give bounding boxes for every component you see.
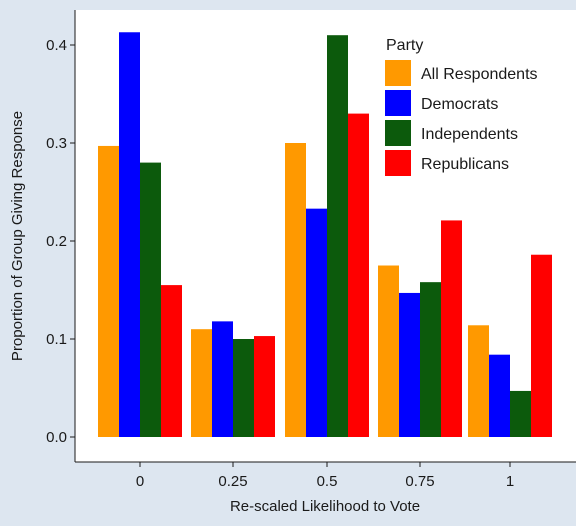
x-tick-label: 0: [136, 473, 144, 490]
y-tick-label: 0.0: [46, 429, 67, 446]
axes-layer: 0.0 0.1 0.2 0.3 0.4 0 0.25 0.5 0.75 1: [46, 10, 576, 490]
legend-swatch: [385, 120, 411, 146]
bar-independents-0.5: [327, 35, 348, 437]
bar-republicans-0: [161, 285, 182, 437]
y-axis-label: Proportion of Group Giving Response: [9, 111, 26, 361]
bar-republicans-0.75: [441, 220, 462, 437]
bars-layer: [98, 32, 552, 437]
legend-swatch: [385, 90, 411, 116]
y-tick-label: 0.1: [46, 331, 67, 348]
x-tick-label: 0.5: [317, 473, 338, 490]
bar-all-respondents-0.5: [285, 143, 306, 437]
y-tick-label: 0.4: [46, 37, 67, 54]
legend-label: Democrats: [421, 96, 498, 113]
bar-republicans-1: [531, 254, 552, 437]
bar-all-respondents-1: [468, 325, 489, 437]
bar-democrats-0.25: [212, 321, 233, 437]
legend-title: Party: [386, 37, 423, 54]
y-tick-label: 0.3: [46, 135, 67, 152]
legend-label: Independents: [421, 126, 518, 143]
x-tick-label: 1: [506, 473, 514, 490]
bar-republicans-0.5: [348, 113, 369, 437]
bar-independents-1: [510, 390, 531, 437]
legend-label: Republicans: [421, 156, 509, 173]
bar-all-respondents-0.25: [191, 329, 212, 437]
bar-independents-0.25: [233, 339, 254, 437]
legend-swatch: [385, 150, 411, 176]
bar-democrats-0.5: [306, 208, 327, 437]
bar-democrats-0: [119, 32, 140, 437]
bar-independents-0.75: [420, 282, 441, 437]
x-tick-label: 0.75: [405, 473, 434, 490]
bar-democrats-0.75: [399, 292, 420, 437]
x-axis-label: Re-scaled Likelihood to Vote: [230, 498, 420, 515]
bar-independents-0: [140, 162, 161, 437]
bar-republicans-0.25: [254, 336, 275, 437]
y-tick-label: 0.2: [46, 233, 67, 250]
legend-swatch: [385, 60, 411, 86]
bar-all-respondents-0.75: [378, 265, 399, 437]
legend-label: All Respondents: [421, 66, 538, 83]
legend: Party All Respondents Democrats Independent…: [376, 25, 576, 187]
x-tick-label: 0.25: [218, 473, 247, 490]
bar-all-respondents-0: [98, 145, 119, 437]
bar-democrats-1: [489, 354, 510, 437]
